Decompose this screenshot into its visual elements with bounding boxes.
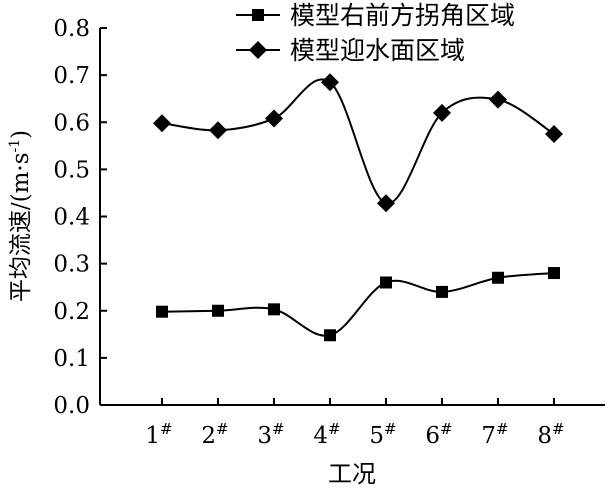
x-axis-title: 工况 bbox=[328, 460, 376, 488]
y-tick-label: 0.3 bbox=[53, 252, 90, 278]
x-tick-number: 8 bbox=[537, 423, 552, 449]
y-title-suffix: ) bbox=[8, 130, 34, 139]
x-tick-number: 7 bbox=[481, 423, 496, 449]
series-upstream-face bbox=[153, 73, 563, 213]
y-tick-label: 0.0 bbox=[53, 393, 90, 419]
data-point-square bbox=[436, 285, 448, 298]
y-tick-label: 0.8 bbox=[53, 16, 90, 42]
data-point-diamond bbox=[153, 114, 171, 133]
legend-label: 模型迎水面区域 bbox=[290, 36, 465, 65]
data-point-square bbox=[324, 329, 336, 342]
x-tick-number: 5 bbox=[369, 423, 384, 449]
data-point-diamond bbox=[433, 103, 451, 122]
series-corner-region bbox=[156, 267, 560, 342]
data-point-square bbox=[268, 303, 280, 316]
y-tick-label: 0.4 bbox=[53, 205, 90, 231]
y-title-main: 平均流速/(m·s bbox=[8, 152, 34, 302]
x-tick-label: 3# bbox=[257, 420, 284, 449]
data-point-square bbox=[212, 304, 224, 317]
data-point-diamond bbox=[377, 194, 395, 213]
data-point-diamond bbox=[545, 125, 563, 144]
x-tick-superscript: # bbox=[440, 420, 453, 438]
legend-marker-square bbox=[252, 9, 264, 21]
series-line bbox=[161, 272, 555, 337]
x-tick-number: 1 bbox=[145, 423, 160, 449]
x-tick-superscript: # bbox=[160, 420, 173, 438]
y-tick-label: 0.1 bbox=[53, 346, 90, 372]
x-tick-number: 3 bbox=[257, 423, 272, 449]
plot-frame bbox=[99, 28, 605, 406]
data-point-square bbox=[156, 305, 168, 318]
x-axis-ticks: 1# 2# 3# 4# 5# 6# 7# 8# bbox=[145, 398, 565, 449]
x-tick-number: 2 bbox=[201, 423, 216, 449]
x-tick-label: 2# bbox=[201, 420, 228, 449]
data-point-square bbox=[548, 267, 560, 280]
legend-label: 模型右前方拐角区域 bbox=[290, 1, 515, 30]
x-tick-number: 4 bbox=[313, 423, 328, 449]
data-point-diamond bbox=[489, 90, 507, 109]
series-line bbox=[161, 78, 555, 205]
x-tick-superscript: # bbox=[216, 420, 229, 438]
y-title-superscript: -1 bbox=[7, 139, 23, 153]
x-tick-superscript: # bbox=[384, 420, 397, 438]
data-point-diamond bbox=[209, 121, 227, 140]
y-axis-ticks: 0.0 0.1 0.2 0.3 0.4 0.5 0.6 0.7 0.8 bbox=[53, 16, 107, 419]
x-tick-superscript: # bbox=[328, 420, 341, 438]
data-point-square bbox=[492, 271, 504, 284]
x-tick-label: 7# bbox=[481, 420, 508, 449]
data-point-square bbox=[380, 276, 392, 289]
data-point-diamond bbox=[321, 73, 339, 92]
x-tick-label: 1# bbox=[145, 420, 172, 449]
x-tick-label: 8# bbox=[537, 420, 564, 449]
legend-marker-diamond bbox=[249, 41, 267, 59]
x-tick-number: 6 bbox=[425, 423, 440, 449]
y-axis-title: 平均流速/(m·s-1) bbox=[7, 130, 34, 302]
x-tick-superscript: # bbox=[496, 420, 509, 438]
x-tick-superscript: # bbox=[552, 420, 565, 438]
y-tick-label: 0.2 bbox=[53, 299, 90, 325]
y-tick-label: 0.5 bbox=[53, 157, 90, 183]
y-tick-label: 0.6 bbox=[53, 110, 90, 136]
x-tick-superscript: # bbox=[272, 420, 285, 438]
x-tick-label: 5# bbox=[369, 420, 396, 449]
series-layer bbox=[153, 73, 563, 342]
y-tick-label: 0.7 bbox=[53, 63, 90, 89]
data-point-diamond bbox=[265, 109, 283, 128]
x-tick-label: 4# bbox=[313, 420, 340, 449]
x-tick-label: 6# bbox=[425, 420, 452, 449]
